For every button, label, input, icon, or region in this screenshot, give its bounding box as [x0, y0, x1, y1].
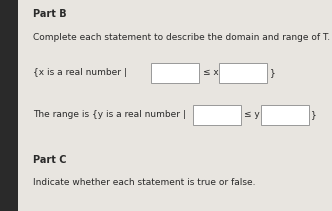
Text: Part B: Part B: [33, 9, 67, 19]
Text: The range is {y is a real number |: The range is {y is a real number |: [33, 111, 189, 119]
FancyBboxPatch shape: [0, 0, 18, 211]
Text: }: }: [270, 68, 276, 77]
Text: ≤ y ≤: ≤ y ≤: [244, 111, 270, 119]
FancyBboxPatch shape: [219, 63, 267, 83]
Text: {x is a real number |: {x is a real number |: [33, 68, 130, 77]
Text: Indicate whether each statement is true or false.: Indicate whether each statement is true …: [33, 178, 256, 187]
Text: Part C: Part C: [33, 155, 67, 165]
FancyBboxPatch shape: [151, 63, 199, 83]
FancyBboxPatch shape: [261, 105, 309, 125]
Text: }: }: [311, 111, 317, 119]
Text: ≤ x ≤: ≤ x ≤: [203, 68, 229, 77]
Text: Complete each statement to describe the domain and range of T.: Complete each statement to describe the …: [33, 33, 330, 42]
FancyBboxPatch shape: [193, 105, 241, 125]
